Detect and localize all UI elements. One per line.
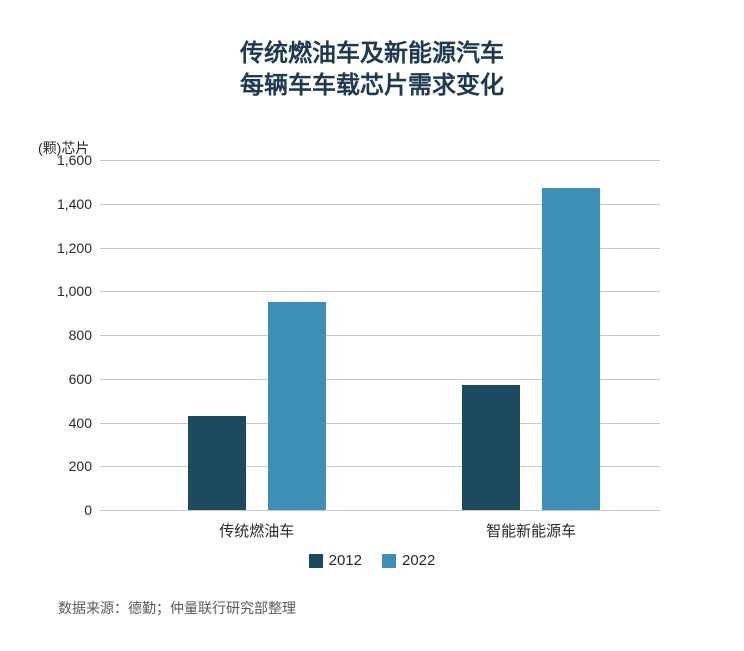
y-tick-label: 1,400: [57, 196, 92, 212]
y-tick-label: 1,000: [57, 283, 92, 299]
y-tick-label: 400: [69, 415, 92, 431]
legend-item: 2012: [309, 552, 362, 569]
x-category-label: 智能新能源车: [486, 520, 576, 541]
bar: [462, 385, 520, 510]
gridline: [100, 160, 660, 161]
legend-label: 2022: [402, 552, 435, 569]
y-tick-label: 200: [69, 458, 92, 474]
y-tick-label: 600: [69, 371, 92, 387]
y-tick-label: 0: [84, 502, 92, 518]
gridline: [100, 510, 660, 511]
bar: [542, 188, 600, 510]
y-tick-label: 1,200: [57, 240, 92, 256]
legend-swatch: [382, 554, 396, 568]
legend: 2012 2022: [0, 552, 744, 573]
y-tick-label: 1,600: [57, 152, 92, 168]
title-line-1: 传统燃油车及新能源汽车: [0, 38, 744, 70]
legend-label: 2012: [329, 552, 362, 569]
legend-item: 2022: [382, 552, 435, 569]
chart-plot-area: 02004006008001,0001,2001,4001,600传统燃油车智能…: [100, 160, 660, 510]
y-tick-label: 800: [69, 327, 92, 343]
legend-swatch: [309, 554, 323, 568]
x-category-label: 传统燃油车: [219, 520, 294, 541]
bar: [268, 302, 326, 510]
title-line-2: 每辆车车载芯片需求变化: [0, 70, 744, 102]
source-citation: 数据来源：德勤；仲量联行研究部整理: [58, 598, 296, 618]
chart-title: 传统燃油车及新能源汽车 每辆车车载芯片需求变化: [0, 0, 744, 103]
bar: [188, 416, 246, 510]
